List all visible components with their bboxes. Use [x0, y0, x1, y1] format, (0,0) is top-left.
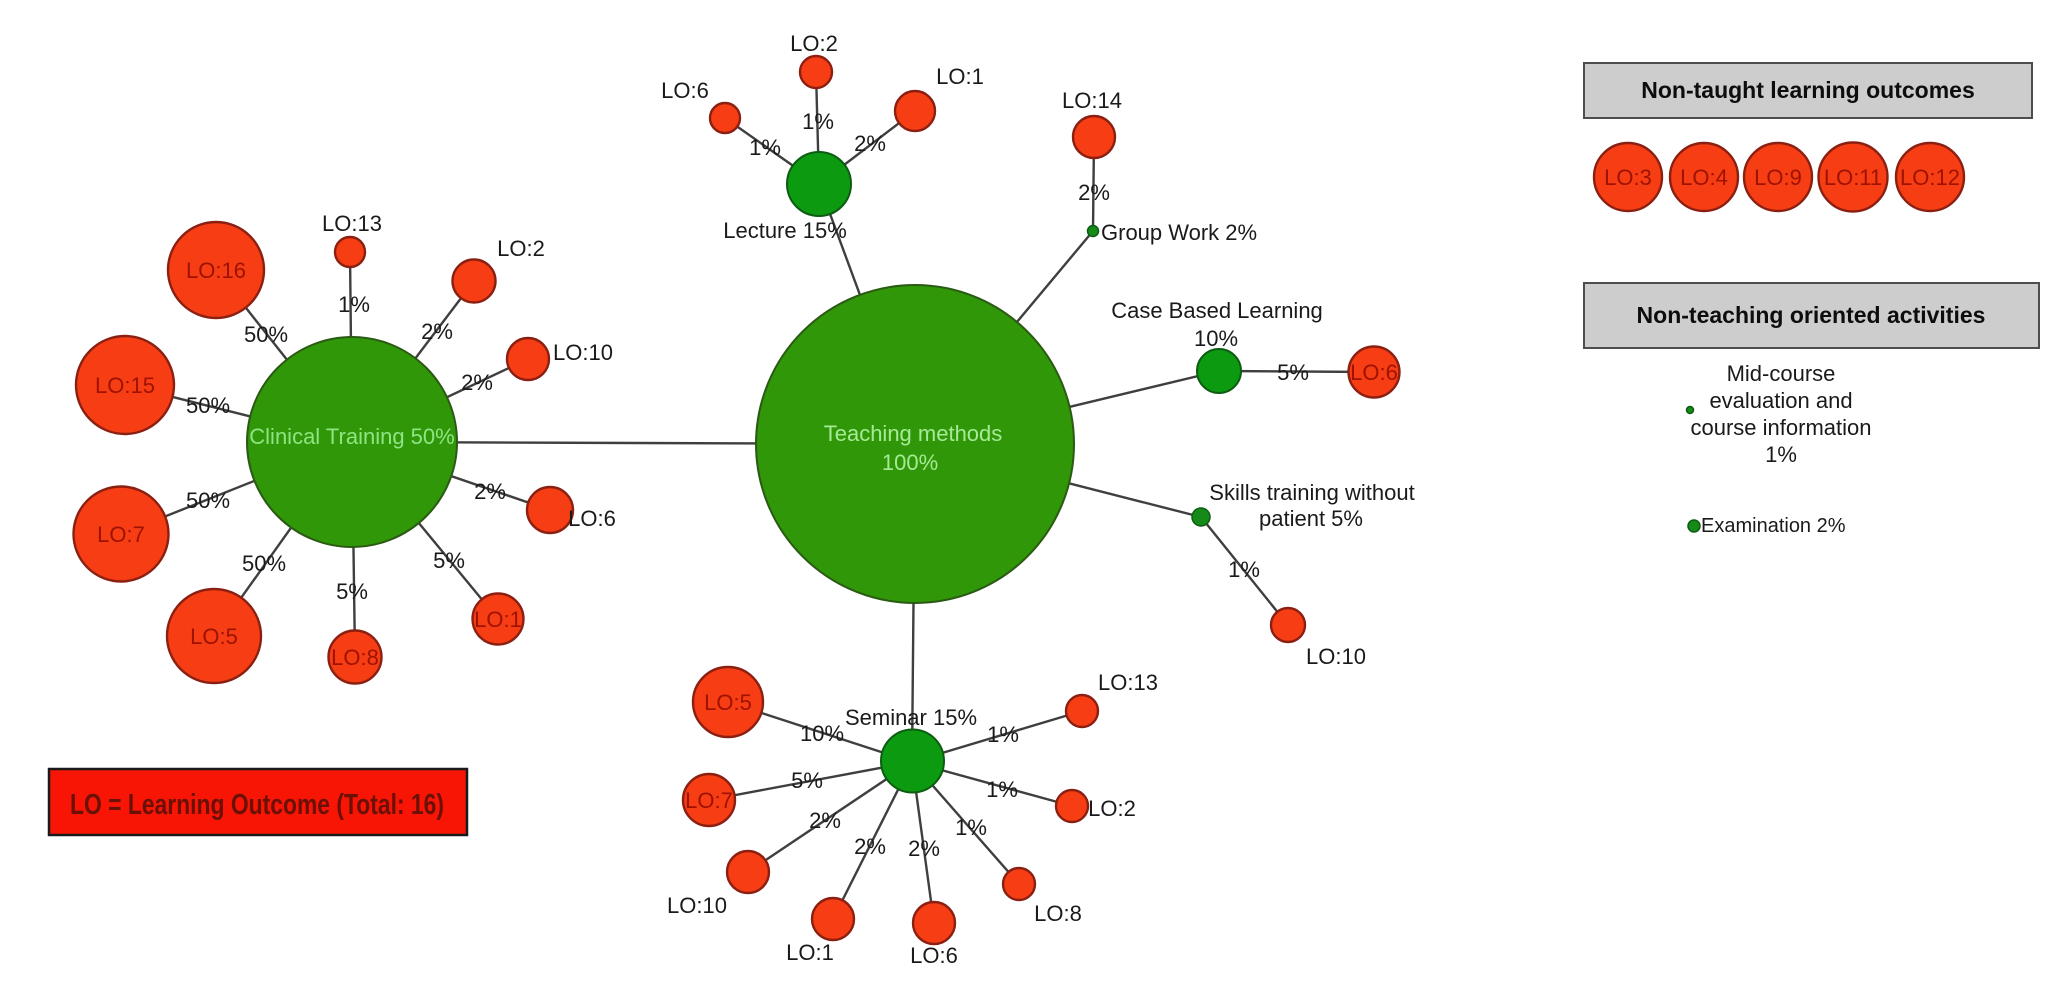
svg-text:10%: 10% — [800, 721, 844, 746]
svg-text:Examination 2%: Examination 2% — [1701, 515, 1846, 537]
svg-text:2%: 2% — [461, 370, 493, 395]
svg-text:2%: 2% — [854, 131, 886, 156]
svg-text:LO = Learning Outcome (Total:: LO = Learning Outcome (Total: 16) — [70, 789, 444, 821]
svg-text:1%: 1% — [1765, 442, 1797, 467]
svg-text:50%: 50% — [242, 551, 286, 576]
svg-text:LO:1: LO:1 — [474, 607, 522, 632]
svg-text:LO:4: LO:4 — [1680, 165, 1728, 190]
svg-text:LO:3: LO:3 — [1604, 165, 1652, 190]
svg-text:1%: 1% — [987, 722, 1019, 747]
svg-text:LO:12: LO:12 — [1900, 165, 1960, 190]
svg-text:5%: 5% — [1277, 360, 1309, 385]
svg-text:LO:6: LO:6 — [910, 943, 958, 968]
svg-text:LO:10: LO:10 — [553, 340, 613, 365]
svg-text:LO:15: LO:15 — [95, 373, 155, 398]
svg-text:5%: 5% — [336, 579, 368, 604]
svg-text:evaluation and: evaluation and — [1709, 388, 1852, 413]
svg-text:2%: 2% — [421, 319, 453, 344]
svg-text:2%: 2% — [854, 834, 886, 859]
svg-text:LO:2: LO:2 — [1088, 796, 1136, 821]
svg-text:Mid-course: Mid-course — [1727, 361, 1836, 386]
svg-text:LO:14: LO:14 — [1062, 88, 1122, 113]
svg-text:LO:6: LO:6 — [1350, 360, 1398, 385]
svg-text:LO:6: LO:6 — [568, 506, 616, 531]
svg-text:LO:1: LO:1 — [936, 64, 984, 89]
svg-text:course information: course information — [1691, 415, 1872, 440]
svg-text:LO:1: LO:1 — [786, 940, 834, 965]
svg-text:2%: 2% — [809, 808, 841, 833]
svg-text:LO:5: LO:5 — [704, 690, 752, 715]
svg-text:100%: 100% — [882, 450, 938, 475]
svg-text:2%: 2% — [474, 479, 506, 504]
svg-text:Non-taught learning outcomes: Non-taught learning outcomes — [1641, 77, 1975, 103]
svg-text:50%: 50% — [186, 488, 230, 513]
svg-text:LO:6: LO:6 — [661, 78, 709, 103]
svg-text:LO:13: LO:13 — [1098, 670, 1158, 695]
svg-text:1%: 1% — [1228, 557, 1260, 582]
svg-text:Lecture 15%: Lecture 15% — [723, 218, 847, 243]
svg-text:1%: 1% — [802, 109, 834, 134]
svg-text:1%: 1% — [986, 777, 1018, 802]
svg-text:Case Based Learning: Case Based Learning — [1111, 298, 1323, 323]
svg-text:LO:8: LO:8 — [1034, 901, 1082, 926]
svg-text:2%: 2% — [1078, 180, 1110, 205]
svg-text:Non-teaching oriented activiti: Non-teaching oriented activities — [1637, 302, 1986, 328]
svg-text:10%: 10% — [1194, 326, 1238, 351]
svg-text:Group Work 2%: Group Work 2% — [1101, 220, 1257, 245]
svg-text:2%: 2% — [908, 836, 940, 861]
svg-text:LO:2: LO:2 — [790, 31, 838, 56]
svg-text:LO:7: LO:7 — [685, 788, 733, 813]
svg-text:LO:2: LO:2 — [497, 236, 545, 261]
svg-text:50%: 50% — [186, 393, 230, 418]
svg-text:LO:10: LO:10 — [1306, 644, 1366, 669]
svg-text:LO:16: LO:16 — [186, 258, 246, 283]
svg-text:patient 5%: patient 5% — [1259, 506, 1363, 531]
svg-text:1%: 1% — [955, 815, 987, 840]
svg-text:1%: 1% — [749, 135, 781, 160]
svg-text:LO:9: LO:9 — [1754, 165, 1802, 190]
svg-text:LO:11: LO:11 — [1824, 165, 1882, 190]
svg-text:Clinical Training 50%: Clinical Training 50% — [249, 424, 454, 449]
svg-text:Seminar 15%: Seminar 15% — [845, 705, 977, 730]
svg-text:5%: 5% — [791, 768, 823, 793]
svg-text:Teaching methods: Teaching methods — [824, 421, 1003, 446]
svg-text:5%: 5% — [433, 548, 465, 573]
svg-text:Skills training without: Skills training without — [1209, 480, 1414, 505]
svg-text:LO:13: LO:13 — [322, 211, 382, 236]
svg-text:1%: 1% — [338, 292, 370, 317]
svg-text:LO:8: LO:8 — [331, 645, 379, 670]
svg-text:50%: 50% — [244, 322, 288, 347]
svg-text:LO:10: LO:10 — [667, 893, 727, 918]
svg-text:LO:7: LO:7 — [97, 522, 145, 547]
svg-text:LO:5: LO:5 — [190, 624, 238, 649]
